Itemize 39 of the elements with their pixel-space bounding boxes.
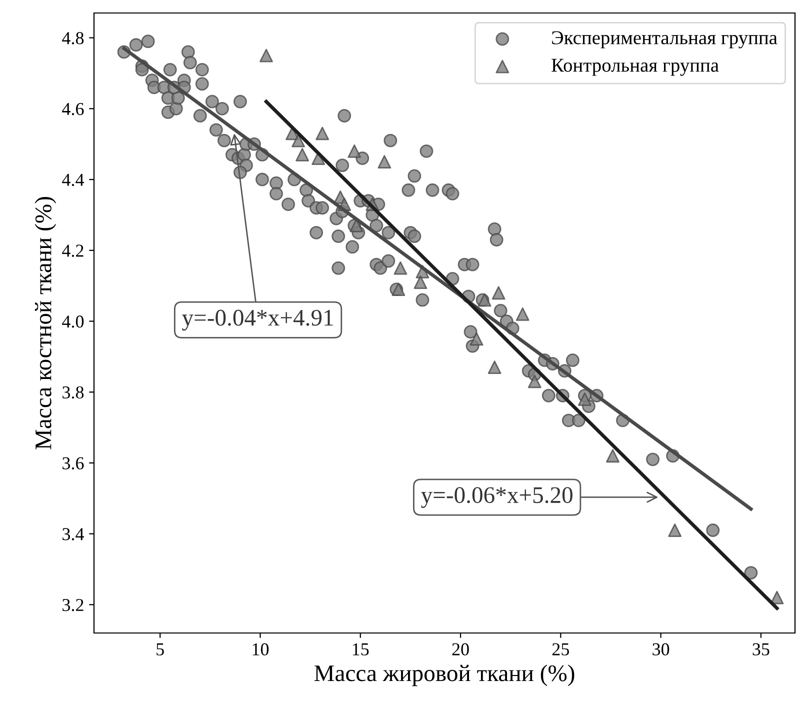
x-tick-label: 30 — [652, 643, 670, 656]
point — [488, 360, 502, 374]
y-tick-label: 4.0 — [62, 315, 84, 328]
y-tick-label: 4.8 — [62, 32, 84, 44]
point — [378, 155, 392, 169]
y-tick-label: 3.8 — [62, 386, 84, 399]
y-tick-label: 4.2 — [62, 244, 84, 257]
point — [668, 524, 682, 537]
legend-label: Контрольная группа — [552, 58, 719, 76]
annotation: y=-0.04*x+4.91 — [182, 310, 333, 331]
legend-label: Экспериментальная группа — [552, 31, 778, 48]
x-tick-label: 20 — [452, 643, 469, 656]
point — [260, 48, 273, 62]
point — [292, 134, 305, 148]
x-tick-label: 15 — [352, 643, 369, 656]
point — [296, 148, 310, 162]
y-tick-label: 4.4 — [62, 174, 84, 186]
point — [606, 449, 620, 463]
x-tick-label: 25 — [552, 643, 569, 656]
point — [528, 374, 542, 388]
point — [316, 126, 330, 140]
y-tick-label: 3.2 — [62, 598, 84, 612]
y-axis-title: Масса костной ткани (%) — [34, 197, 56, 450]
x-axis-title: Масса жировой ткани (%) — [314, 664, 574, 686]
point — [578, 392, 592, 406]
annotation: y=-0.06*x+5.20 — [421, 487, 572, 508]
point — [394, 261, 408, 275]
point — [770, 590, 784, 604]
point — [492, 286, 506, 300]
y-tick-label: 4.6 — [62, 102, 84, 116]
point — [470, 332, 484, 346]
x-tick-label: 35 — [752, 643, 770, 656]
point — [516, 307, 530, 321]
y-tick-label: 3.6 — [62, 457, 84, 470]
x-tick-label: 5 — [156, 643, 164, 656]
y-tick-label: 3.4 — [62, 528, 84, 540]
x-tick-label: 10 — [252, 643, 269, 656]
point — [348, 144, 362, 158]
point — [414, 276, 428, 289]
